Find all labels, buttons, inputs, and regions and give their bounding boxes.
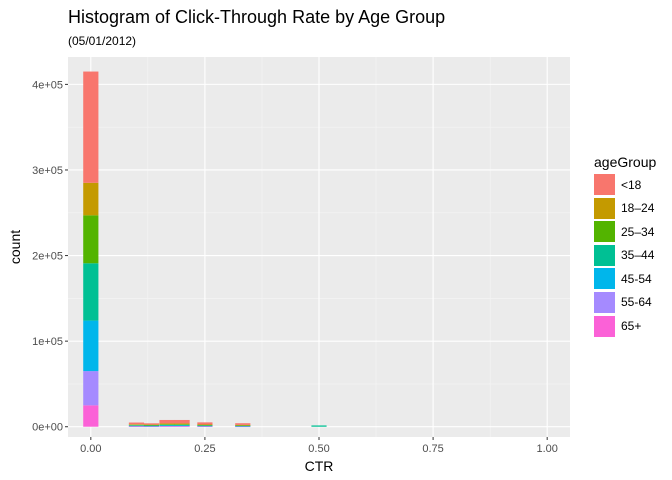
bar-segment xyxy=(197,424,213,426)
bar-segment xyxy=(235,426,251,427)
legend-swatch xyxy=(594,291,615,313)
x-tick-label: 0.50 xyxy=(308,443,329,455)
legend-swatch xyxy=(594,174,615,195)
bar-segment xyxy=(159,425,175,427)
x-tick-label: 0.25 xyxy=(194,443,215,455)
bar-segment xyxy=(197,426,213,427)
bar-segment xyxy=(159,426,175,427)
legend-label: 65+ xyxy=(621,319,642,334)
bar-segment xyxy=(197,425,213,427)
bar-segment xyxy=(174,419,190,424)
y-tick-label: 2e+05 xyxy=(32,251,63,263)
legend-item: 25–34 xyxy=(594,220,654,243)
bar-segment xyxy=(159,419,175,424)
bar-segment xyxy=(197,425,213,426)
y-axis-ticks: 0e+00 1e+05 2e+05 3e+05 4e+05 xyxy=(32,79,68,434)
bar-segment xyxy=(197,422,213,425)
bar-segment xyxy=(128,426,145,427)
bar-segment xyxy=(159,425,175,426)
legend-item: 65+ xyxy=(594,315,654,338)
legend-item: 18–24 xyxy=(594,197,654,220)
y-axis-label: count xyxy=(7,230,23,264)
bar-segment xyxy=(235,425,251,426)
bar-segment xyxy=(174,423,190,425)
bar-segment xyxy=(128,425,145,426)
chart-subtitle: (05/01/2012) xyxy=(68,34,137,48)
legend-item: 45-54 xyxy=(594,267,654,290)
bar-segment xyxy=(159,423,175,425)
bar-segment xyxy=(197,424,213,426)
bar-segment xyxy=(128,425,145,427)
bar-segment xyxy=(174,426,190,427)
legend-swatch xyxy=(594,197,615,219)
bar-segment xyxy=(83,320,99,372)
bar-segment xyxy=(174,425,190,426)
legend-label: <18 xyxy=(621,177,642,192)
bar-segment xyxy=(197,426,213,427)
x-axis-ticks: 0.00 0.25 0.50 0.75 1.00 xyxy=(80,437,558,455)
bar-segment xyxy=(235,423,251,425)
bar-segment xyxy=(235,425,251,427)
bar-segment xyxy=(83,263,99,321)
bar-segment xyxy=(174,425,190,427)
legend-label: 55-64 xyxy=(621,295,652,310)
legend-label: 18–24 xyxy=(621,201,655,216)
bar-segment xyxy=(143,423,160,425)
legend-swatch xyxy=(594,221,615,243)
y-tick-label: 1e+05 xyxy=(32,336,63,348)
x-tick-label: 0.75 xyxy=(422,443,443,455)
bar-segment xyxy=(174,424,190,426)
bar-segment xyxy=(143,426,160,427)
bar-segment xyxy=(83,71,99,183)
bar-segment xyxy=(311,425,327,427)
bar-segment xyxy=(83,405,99,427)
bar-segment xyxy=(128,424,145,425)
bar-segment xyxy=(128,424,145,426)
bar-segment xyxy=(128,426,145,427)
legend: <18 18–24 25–34 35–44 45-54 55-64 65+ xyxy=(594,173,654,338)
legend-item: 35–44 xyxy=(594,244,654,267)
histogram-bars xyxy=(83,71,327,428)
bar-segment xyxy=(83,215,99,264)
bar-segment xyxy=(235,424,251,426)
bar-segment xyxy=(174,424,190,425)
bar-segment xyxy=(159,424,175,425)
bar-segment xyxy=(143,425,160,426)
bar-segment xyxy=(128,422,145,425)
legend-swatch xyxy=(594,268,615,290)
y-tick-label: 4e+05 xyxy=(32,79,63,91)
legend-title: ageGroup xyxy=(594,154,657,170)
bar-segment xyxy=(83,182,99,216)
legend-label: 45-54 xyxy=(621,271,652,286)
bar-segment xyxy=(143,425,160,426)
bar-segment xyxy=(83,371,99,406)
bar-segment xyxy=(159,424,175,426)
legend-item: <18 xyxy=(594,173,654,196)
legend-label: 25–34 xyxy=(621,224,655,239)
legend-label: 35–44 xyxy=(621,248,655,263)
chart-title: Histogram of Click-Through Rate by Age G… xyxy=(68,7,446,27)
legend-item: 55-64 xyxy=(594,291,654,314)
bar-segment xyxy=(143,426,160,427)
grid-lines xyxy=(68,57,570,437)
bar-segment xyxy=(235,426,251,428)
legend-swatch xyxy=(594,244,615,266)
y-tick-label: 3e+05 xyxy=(32,165,63,177)
x-tick-label: 0.00 xyxy=(80,443,101,455)
y-tick-label: 0e+00 xyxy=(32,422,63,434)
bar-segment xyxy=(143,424,160,426)
x-axis-label: CTR xyxy=(305,458,334,474)
bar-segment xyxy=(143,425,160,427)
bar-segment xyxy=(235,426,251,427)
x-tick-label: 1.00 xyxy=(536,443,557,455)
legend-swatch xyxy=(594,315,615,337)
